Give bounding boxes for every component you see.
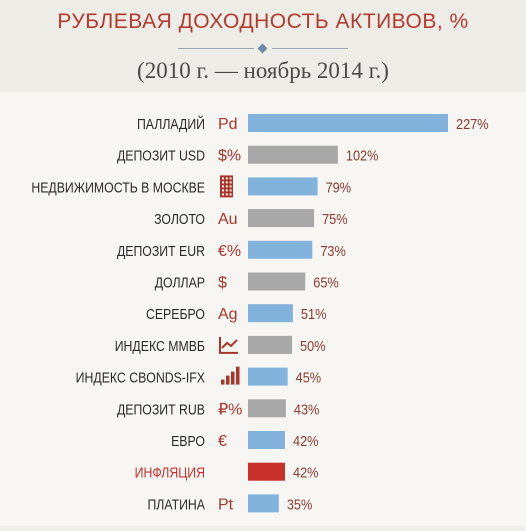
bar [248,272,306,291]
chart-title: РУБЛЕВАЯ ДОХОДНОСТЬ АКТИВОВ, % [57,10,469,33]
bar-row: НЕДВИЖИМОСТЬ В МОСКВЕ 79% [31,175,352,198]
asset-symbol-icon: Pd [218,116,238,133]
asset-symbol-icon: Ag [218,306,238,323]
line-chart-icon [219,336,238,354]
value-label: 102% [346,147,379,164]
bar-row: ПАЛЛАДИЙ Pd 227% [137,114,489,133]
bar [248,399,286,418]
bar-row: ЗОЛОТО Au 75% [154,209,348,228]
asset-symbol-icon: € [218,433,227,450]
category-label: ИНДЕКС CBONDS-IFX [76,369,205,385]
category-label: ИНДЕКС ММВБ [115,338,205,354]
category-label: ДЕПОЗИТ RUB [117,401,205,417]
bar-row: ИНФЛЯЦИЯ 42% [135,462,319,481]
bar [248,335,293,354]
asset-symbol-icon: Au [218,211,238,228]
bar-row: ДЕПОЗИТ USD $% 102% [117,145,379,165]
bar-row: СЕРЕБРО Ag 51% [146,304,326,323]
bar [248,145,338,164]
category-label: НЕДВИЖИМОСТЬ В МОСКВЕ [31,179,205,195]
category-label: ИНФЛЯЦИЯ [135,465,205,481]
diamond-ornament-icon [257,43,268,54]
bar [248,367,288,386]
chart-header: РУБЛЕВАЯ ДОХОДНОСТЬ АКТИВОВ, % (2010 г. … [0,0,526,92]
value-label: 50% [300,337,326,354]
asset-symbol-icon: $ [218,275,227,292]
value-label: 35% [287,495,313,512]
asset-symbol-icon: Pt [218,496,234,513]
asset-symbol-icon: €% [218,243,241,260]
building-icon [220,175,233,198]
category-label: ПЛАТИНА [147,496,205,512]
bar-row: ЕВРО €42% [171,431,319,450]
value-label: 227% [456,115,489,132]
value-label: 79% [326,178,352,195]
bar-chart-area: ПАЛЛАДИЙ Pd 227% ДЕПОЗИТ USD $% 102% НЕДВИЖИМО… [0,92,526,526]
bar-row: ДЕПОЗИТ RUB ₽% 43% [117,399,319,418]
bar-row: ПЛАТИНА Pt 35% [147,494,312,513]
category-label: ЕВРО [171,433,205,449]
bar [248,494,279,513]
bar [248,240,313,259]
bar [248,304,293,323]
category-label: ДЕПОЗИТ USD [117,148,205,164]
value-label: 43% [294,400,320,417]
bar [248,177,318,196]
bar-row: ДЕПОЗИТ EUR €% 73% [117,240,346,260]
value-label: 75% [322,210,348,227]
category-label: СЕРЕБРО [146,306,205,322]
bar [248,114,448,132]
bar [248,209,315,228]
category-label: ПАЛЛАДИЙ [137,114,205,133]
bar [248,462,286,481]
category-label: ЗОЛОТО [154,211,205,227]
value-label: 65% [313,273,339,290]
asset-symbol-icon: $% [218,148,241,165]
category-label: ДОЛЛАР [155,274,205,290]
asset-symbol-icon: ₽% [218,401,242,418]
value-label: 73% [320,242,346,259]
bar [248,431,286,449]
bar-chart: ПАЛЛАДИЙ Pd 227% ДЕПОЗИТ USD $% 102% НЕДВИЖИМО… [31,114,489,514]
value-label: 51% [301,305,327,322]
title-divider [178,43,348,54]
value-label: 45% [296,369,322,386]
bar-row: ИНДЕКС ММВБ 50% [115,335,326,354]
value-label: 42% [293,432,319,449]
bar-row: ИНДЕКС CBONDS-IFX 45% [76,366,322,386]
category-label: ДЕПОЗИТ EUR [117,243,205,259]
bar-row: ДОЛЛАР $65% [155,272,339,292]
chart-subtitle: (2010 г. — ноябрь 2014 г.) [137,58,389,83]
bar-chart-icon [221,366,240,385]
value-label: 42% [293,464,319,481]
